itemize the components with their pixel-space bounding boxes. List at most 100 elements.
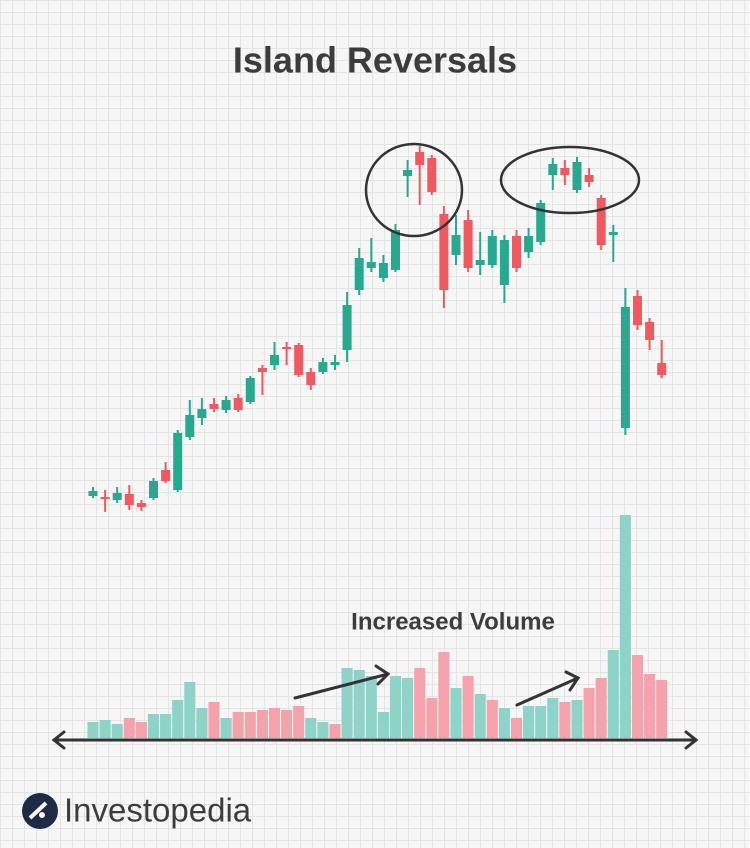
candle-body [391,230,400,270]
volume-bar [535,706,547,738]
volume-bar [559,702,571,738]
volume-bar [474,694,486,738]
candle-body [463,220,473,268]
volume-bar [450,688,462,738]
candle-body [378,263,388,278]
candle-body [149,481,158,498]
volume-bar [268,708,281,738]
candle-body [427,158,437,192]
volume-bar [365,676,377,738]
candle-body [657,363,667,375]
plot [87,146,668,738]
volume-bar [135,722,147,738]
candle-body [548,164,558,175]
volume-bar [160,714,172,738]
volume-bar [414,668,426,738]
volume-bar [232,712,244,738]
arrows [51,664,699,750]
volume-bar [353,670,365,738]
chart-title: Island Reversals [233,40,517,81]
volume-bar [184,682,196,738]
candle-body [318,362,328,372]
volume-bar [510,718,523,738]
island-circle [364,142,464,238]
volume-bar [305,718,317,738]
annotation: Increased Volume [351,608,555,635]
candle-body [197,409,207,418]
volume-bar [498,708,510,738]
candle-body [100,497,110,499]
candle-body [596,198,606,245]
candle-body [451,235,461,255]
candle-body [499,240,509,285]
volume-bar [111,724,123,738]
candle-body [245,378,255,402]
candle-body [403,170,413,176]
volume-bar [607,650,619,738]
volume-bar [341,668,353,738]
candle-body [209,404,219,409]
candle-body [475,260,485,265]
candle-body [620,307,630,428]
volume-bar [317,722,329,738]
candle-body [536,203,546,242]
volume-bar [644,674,656,738]
volume-bar [256,710,268,738]
volume-bar [631,655,644,738]
candle-body [294,345,304,375]
candle-body [185,415,195,437]
candle-body [439,214,449,290]
candle-body [645,322,655,340]
candle-body [270,355,279,365]
candle-body [173,433,183,490]
candle-body [633,296,642,325]
volume-bar [438,652,450,738]
candle-body [608,232,618,235]
volume-bar [293,706,305,738]
volume-bar [220,718,232,738]
volume-bar [571,700,583,738]
candle-body [221,400,231,410]
candle-body [161,470,171,481]
volume-bar [123,718,135,738]
candle-body [88,491,98,496]
candle-body [136,503,146,507]
brand: Investopedia [64,792,252,829]
volume-bar [595,678,607,738]
candle-body [512,236,521,268]
candle-body [415,152,425,165]
volume-bar [547,698,559,738]
candle-body [233,398,243,410]
volume-bar [281,710,293,738]
candle-body [124,494,134,505]
volume-bar [656,680,668,738]
candle-body [487,236,497,265]
candle-body [524,236,534,252]
volume-bar [426,698,438,738]
volume-bar [523,706,535,738]
candle-body [572,162,582,190]
candle-body [584,175,594,182]
candle-body [366,262,376,268]
volume-bar [619,515,631,738]
candle-body [330,362,340,365]
volume-bar [147,714,160,738]
candle-body [306,372,316,385]
logo: Investopedia [22,792,252,829]
volume-bar [583,688,595,738]
volume-bar [172,700,184,738]
candle-body [257,368,267,372]
candle-body [342,305,352,350]
volume-bar [196,708,208,738]
volume-bar [462,676,474,738]
volume-bar [402,678,414,738]
candle-body [112,493,122,500]
island-circle [499,145,641,215]
volume-bar [486,700,498,738]
volume-bar [244,712,256,738]
candle-body [354,258,364,290]
volume-bar [99,720,111,738]
volume-bar [377,712,389,738]
